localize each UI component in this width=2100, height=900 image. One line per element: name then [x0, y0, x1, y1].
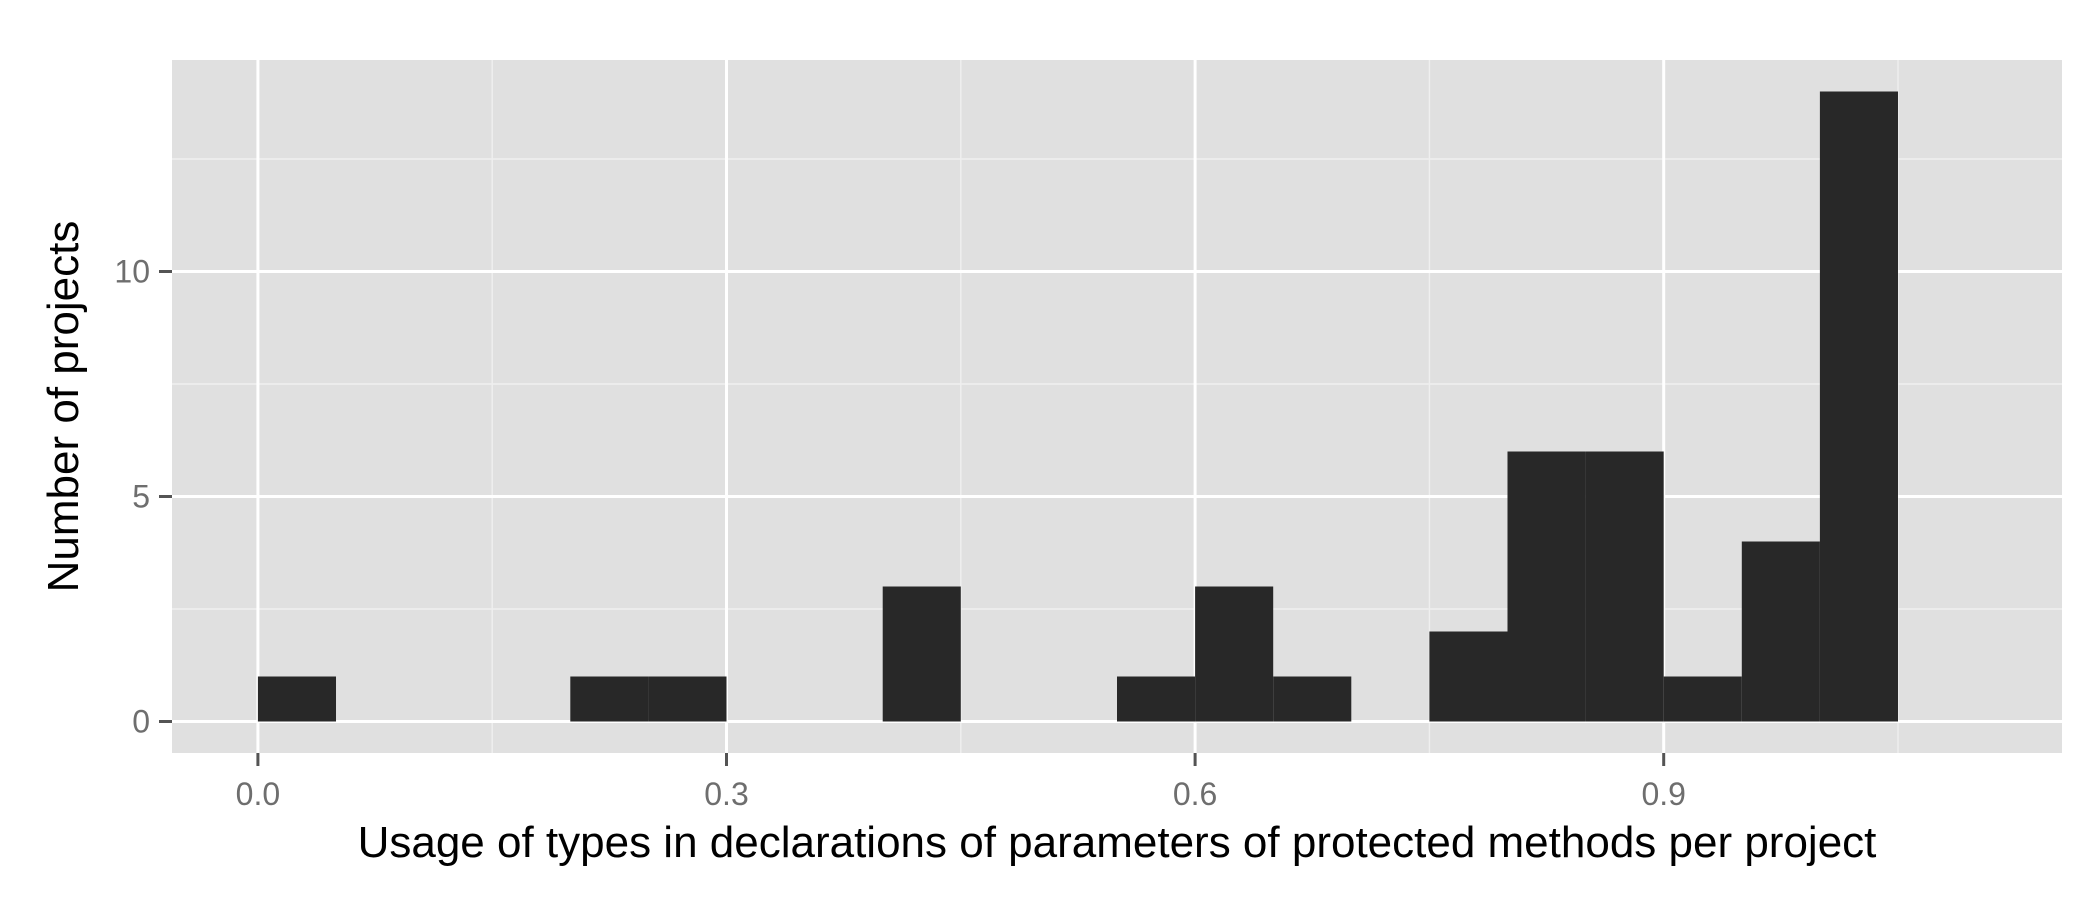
histogram-bars [257, 91, 1898, 722]
histogram-bar [648, 676, 727, 722]
histogram-bar [882, 586, 961, 722]
histogram-bar [1585, 451, 1664, 722]
x-axis-title: Usage of types in declarations of parame… [358, 818, 1877, 867]
x-tick-label: 0.6 [1173, 776, 1217, 812]
histogram-bar [257, 676, 337, 722]
x-tick-label: 0.0 [236, 776, 280, 812]
histogram-bar [1663, 676, 1742, 722]
x-tick-label: 0.9 [1641, 776, 1685, 812]
histogram-bar [1429, 631, 1508, 722]
histogram-bar [1273, 676, 1352, 722]
y-tick-label: 5 [132, 479, 150, 515]
histogram-bar [1195, 586, 1274, 722]
histogram-bar [1819, 91, 1898, 722]
y-axis: 0 5 10 [114, 254, 172, 740]
x-axis: 0.0 0.3 0.6 0.9 [236, 753, 1686, 812]
histogram-bar [1117, 676, 1196, 722]
histogram-bar [570, 676, 649, 722]
y-tick-label: 10 [114, 254, 150, 290]
x-tick-label: 0.3 [704, 776, 748, 812]
y-tick-label: 0 [132, 704, 150, 740]
y-axis-title: Number of projects [39, 221, 88, 593]
histogram-bar [1507, 451, 1586, 722]
histogram-bar [1741, 541, 1820, 722]
